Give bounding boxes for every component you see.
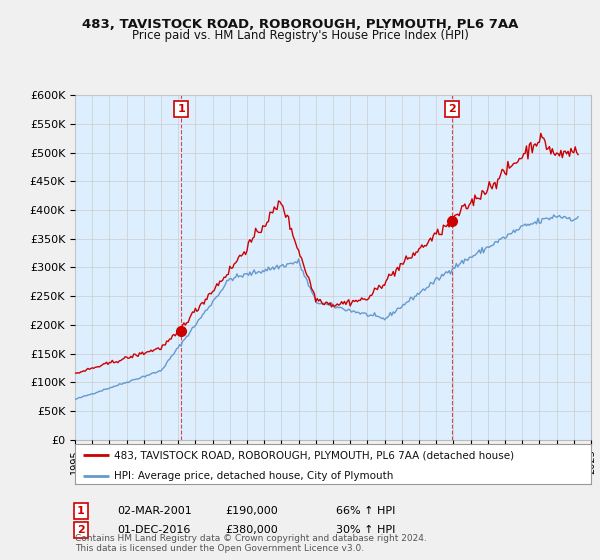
Text: 483, TAVISTOCK ROAD, ROBOROUGH, PLYMOUTH, PL6 7AA (detached house): 483, TAVISTOCK ROAD, ROBOROUGH, PLYMOUTH… <box>114 450 514 460</box>
Text: 66% ↑ HPI: 66% ↑ HPI <box>336 506 395 516</box>
Text: Contains HM Land Registry data © Crown copyright and database right 2024.
This d: Contains HM Land Registry data © Crown c… <box>75 534 427 553</box>
Text: 483, TAVISTOCK ROAD, ROBOROUGH, PLYMOUTH, PL6 7AA: 483, TAVISTOCK ROAD, ROBOROUGH, PLYMOUTH… <box>82 18 518 31</box>
Text: 1: 1 <box>77 506 85 516</box>
Text: £380,000: £380,000 <box>225 525 278 535</box>
Text: £190,000: £190,000 <box>225 506 278 516</box>
Text: 1: 1 <box>177 104 185 114</box>
Text: 02-MAR-2001: 02-MAR-2001 <box>117 506 192 516</box>
Text: HPI: Average price, detached house, City of Plymouth: HPI: Average price, detached house, City… <box>114 470 393 480</box>
Text: Price paid vs. HM Land Registry's House Price Index (HPI): Price paid vs. HM Land Registry's House … <box>131 29 469 42</box>
Text: 30% ↑ HPI: 30% ↑ HPI <box>336 525 395 535</box>
Text: 2: 2 <box>448 104 456 114</box>
Text: 2: 2 <box>77 525 85 535</box>
Text: 01-DEC-2016: 01-DEC-2016 <box>117 525 190 535</box>
